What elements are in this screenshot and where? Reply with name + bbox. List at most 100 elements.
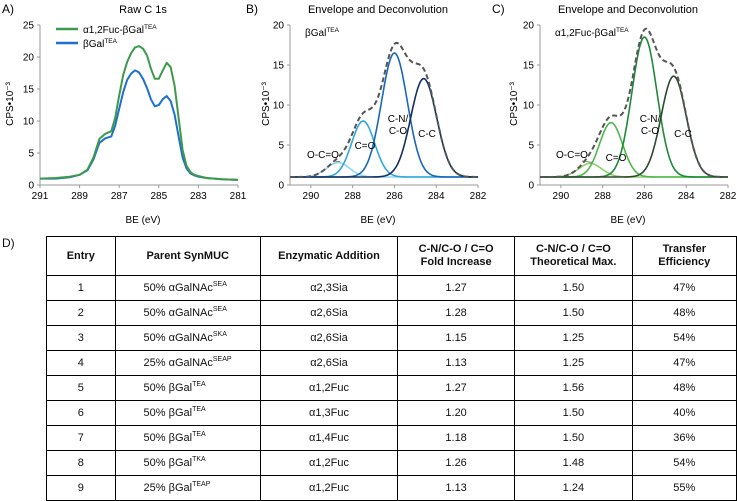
panel-a-series xyxy=(39,45,239,181)
cell-enzyme: α1,4Fuc xyxy=(259,425,399,451)
col-entry: Entry xyxy=(46,236,116,276)
panel-c-xlabel: BE (eV) xyxy=(610,215,645,226)
x-tick-label: 284 xyxy=(428,191,445,202)
y-tick-label: 25 xyxy=(23,21,35,32)
cell-max: 1.25 xyxy=(514,325,633,351)
panel-c-ylabel: CPS•10⁻³ xyxy=(509,81,520,125)
cell-max: 1.50 xyxy=(514,300,633,326)
peak-label-2: C-N/C-O xyxy=(388,114,409,137)
cell-max: 1.48 xyxy=(514,450,633,476)
cell-fold: 1.18 xyxy=(397,425,516,451)
cell-max: 1.56 xyxy=(514,375,633,401)
cell-enzyme: α2,6Sia xyxy=(259,325,399,351)
envelope-line xyxy=(290,41,478,178)
cell-max: 1.25 xyxy=(514,350,633,376)
y-tick-label: 10 xyxy=(23,117,35,128)
envelope-line xyxy=(540,27,728,178)
cell-max: 1.50 xyxy=(514,400,633,426)
y-tick-label: 15 xyxy=(23,85,35,96)
leader-line xyxy=(332,160,341,162)
cell-entry: 6 xyxy=(46,400,116,426)
x-tick-label: 285 xyxy=(150,191,167,202)
col-max: C-N/C-O / C=O Theoretical Max. xyxy=(514,236,633,276)
x-tick-label: 282 xyxy=(720,191,737,202)
cell-eff: 40% xyxy=(631,400,737,426)
panel-c-sample: α1,2Fuc-βGalTEA xyxy=(555,27,629,39)
panel-c-series: O-C=O C=O C-N/C-O C-C xyxy=(540,27,728,178)
cell-enzyme: α2,6Sia xyxy=(259,300,399,326)
panel-b-title: Envelope and Deconvolution xyxy=(308,4,448,16)
table-row: 5 50% βGalTEA α1,2Fuc 1.27 1.56 48% xyxy=(46,375,737,401)
series-line-fuc xyxy=(39,45,239,181)
cell-eff: 48% xyxy=(631,375,737,401)
y-tick-label: 20 xyxy=(523,21,535,32)
table-row: 7 50% βGalTEA α1,4Fuc 1.18 1.50 36% xyxy=(46,425,737,451)
panel-label-d: D) xyxy=(2,236,15,250)
cell-eff: 47% xyxy=(631,275,737,301)
peak-label-3: C-C xyxy=(418,129,436,140)
table-row: 3 50% αGalNAcSKA α2,6Sia 1.15 1.25 54% xyxy=(46,325,737,351)
x-tick-label: 283 xyxy=(190,191,207,202)
panel-b-axes: 290 288 286 284 282 0 5 10 15 20 xyxy=(273,21,487,203)
cell-fold: 1.20 xyxy=(397,400,516,426)
panel-b-series: O-C=O C=O C-N/C-O C-C xyxy=(290,41,478,178)
cell-enzyme: α2,6Sia xyxy=(259,350,399,376)
cell-fold: 1.27 xyxy=(397,275,516,301)
peak-1 xyxy=(290,120,478,178)
cell-parent: 50% βGalTEA xyxy=(114,375,261,401)
cell-fold: 1.13 xyxy=(397,350,516,376)
panel-a-raw-c1s: Raw C 1s CPS•10⁻³ BE (eV) 291 289 287 285 28… xyxy=(5,4,247,226)
cell-fold: 1.28 xyxy=(397,300,516,326)
x-tick-label: 290 xyxy=(303,191,320,202)
panel-c-deconvolution: Envelope and Deconvolution CPS•10⁻³ BE (… xyxy=(509,4,737,226)
peak-label-0: O-C=O xyxy=(556,150,588,161)
y-tick-label: 5 xyxy=(528,141,534,152)
panel-a-title: Raw C 1s xyxy=(119,4,167,16)
cell-entry: 2 xyxy=(46,300,116,326)
cell-eff: 48% xyxy=(631,300,737,326)
table-header-row: Entry Parent SynMUC Enzymatic Addition C… xyxy=(46,236,737,276)
cell-entry: 5 xyxy=(46,375,116,401)
cell-enzyme: α2,3Sia xyxy=(259,275,399,301)
table-row: 6 50% βGalTEA α1,3Fuc 1.20 1.50 40% xyxy=(46,400,737,426)
panel-c-axes: 290 288 286 284 282 0 5 10 15 20 xyxy=(523,21,737,203)
y-tick-label: 10 xyxy=(523,101,535,112)
panel-a-legend: α1,2Fuc-βGalTEA βGalTEA xyxy=(56,24,157,50)
cell-enzyme: α1,2Fuc xyxy=(259,375,399,401)
panel-a-axes: 291 289 287 285 283 281 0 5 10 15 20 25 xyxy=(23,21,247,203)
table-row: 2 50% αGalNAcSEA α2,6Sia 1.28 1.50 48% xyxy=(46,300,737,326)
peak-label-0: O-C=O xyxy=(307,150,339,161)
xps-figure: A) B) C) Raw C 1s CPS•10⁻³ BE (eV) 291 28… xyxy=(2,2,737,226)
cell-entry: 3 xyxy=(46,325,116,351)
cell-parent: 50% αGalNAcSEA xyxy=(114,275,261,301)
panel-label-a: A) xyxy=(2,2,14,16)
cell-eff: 36% xyxy=(631,425,737,451)
peak-label-1: C=O xyxy=(355,141,376,152)
panel-b-sample: βGalTEA xyxy=(305,27,340,39)
cell-entry: 4 xyxy=(46,350,116,376)
cell-fold: 1.27 xyxy=(397,375,516,401)
y-tick-label: 5 xyxy=(278,141,284,152)
y-tick-label: 20 xyxy=(273,21,285,32)
x-tick-label: 286 xyxy=(386,191,403,202)
cell-entry: 1 xyxy=(46,275,116,301)
cell-eff: 54% xyxy=(631,450,737,476)
cell-parent: 50% βGalTEA xyxy=(114,425,261,451)
cell-enzyme: α1,3Fuc xyxy=(259,400,399,426)
cell-parent: 50% βGalTKA xyxy=(114,450,261,476)
cell-fold: 1.26 xyxy=(397,450,516,476)
cell-eff: 54% xyxy=(631,325,737,351)
panel-c-title: Envelope and Deconvolution xyxy=(558,4,698,16)
cell-parent: 50% αGalNAcSKA xyxy=(114,325,261,351)
leader-line xyxy=(581,160,593,163)
series-line-gal xyxy=(40,69,239,181)
y-tick-label: 15 xyxy=(273,61,285,72)
col-fold: C-N/C-O / C=O Fold Increase xyxy=(397,236,516,276)
col-eff: Transfer Efficiency xyxy=(631,236,737,276)
peak-label-1: C=O xyxy=(606,153,627,164)
cell-max: 1.50 xyxy=(514,425,633,451)
x-tick-label: 288 xyxy=(344,191,361,202)
cell-max: 1.50 xyxy=(514,275,633,301)
x-tick-label: 291 xyxy=(32,191,49,202)
x-tick-label: 282 xyxy=(470,191,487,202)
